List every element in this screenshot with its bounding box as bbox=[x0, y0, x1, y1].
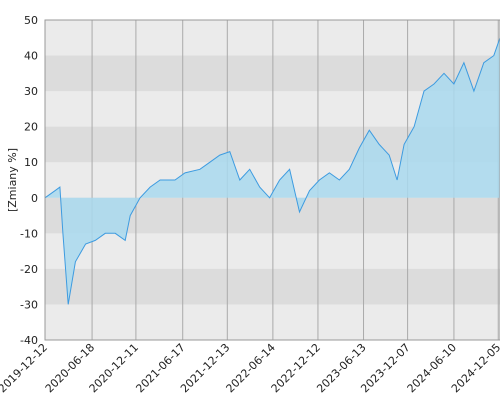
area bbox=[45, 37, 500, 305]
y-tick-label: 50 bbox=[24, 14, 38, 27]
line bbox=[44, 37, 500, 305]
y-tick-label: -10 bbox=[20, 227, 38, 240]
y-tick-label: 30 bbox=[24, 85, 38, 98]
y-axis-label: [Zmiany %] bbox=[6, 148, 19, 212]
y-tick-label: 10 bbox=[24, 156, 38, 169]
y-tick-label: 0 bbox=[31, 192, 38, 205]
plot-frame bbox=[44, 19, 500, 341]
y-tick-label: 20 bbox=[24, 121, 38, 134]
y-tick-label: -20 bbox=[20, 263, 38, 276]
y-tick-label: -30 bbox=[20, 298, 38, 311]
y-tick-label: -40 bbox=[20, 334, 38, 347]
y-tick-label: 40 bbox=[24, 50, 38, 63]
